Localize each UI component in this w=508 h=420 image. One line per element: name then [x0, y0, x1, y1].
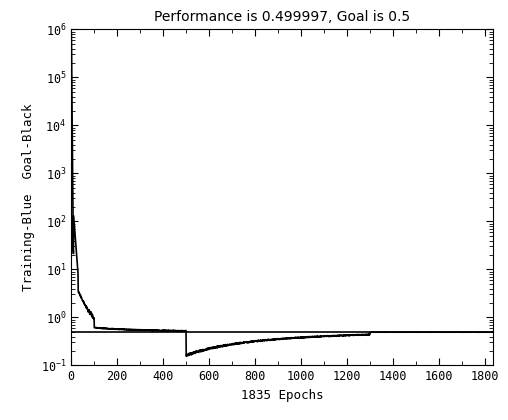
Title: Performance is 0.499997, Goal is 0.5: Performance is 0.499997, Goal is 0.5 [154, 10, 410, 24]
X-axis label: 1835 Epochs: 1835 Epochs [241, 389, 323, 402]
Y-axis label: Training-Blue  Goal-Black: Training-Blue Goal-Black [22, 104, 35, 291]
